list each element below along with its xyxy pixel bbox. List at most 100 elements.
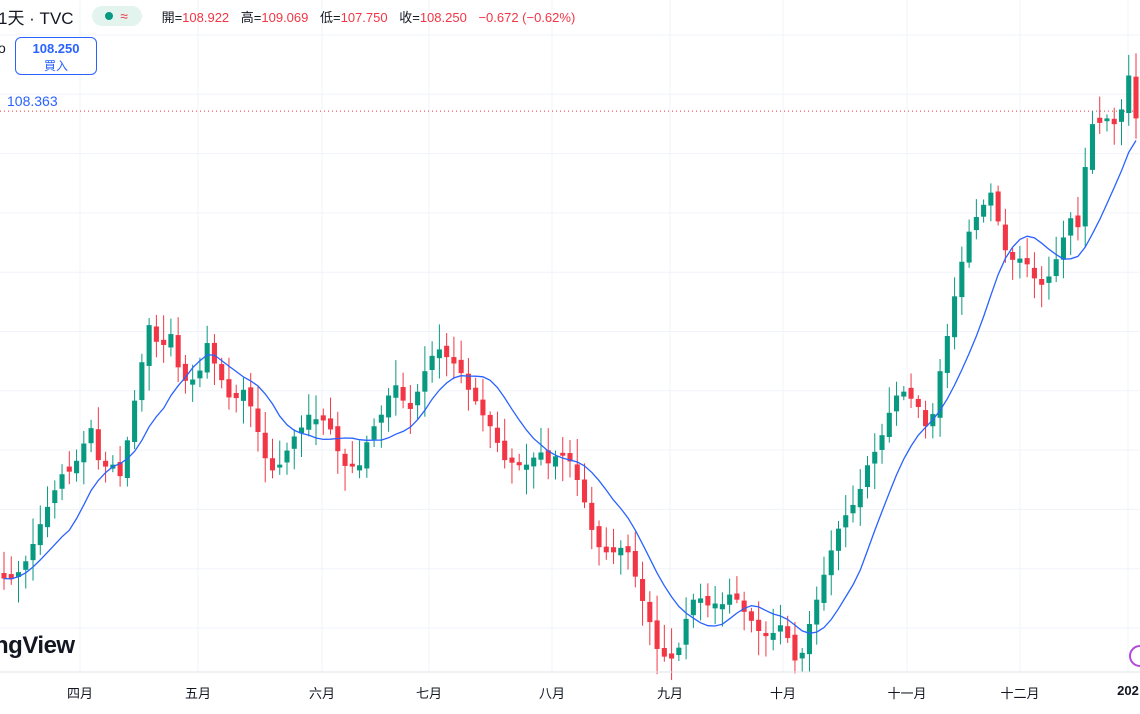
- candle-body: [893, 395, 900, 412]
- candle: [197, 357, 203, 388]
- candle: [618, 540, 624, 575]
- candle: [610, 528, 617, 564]
- candle: [959, 246, 965, 315]
- candle: [1075, 196, 1081, 241]
- candle: [444, 333, 450, 377]
- candle: [182, 354, 188, 394]
- candle-body: [1089, 124, 1096, 170]
- candle-body: [103, 460, 109, 467]
- symbol-title[interactable]: 1天 · TVC: [0, 8, 74, 28]
- candle-body: [480, 399, 486, 416]
- candle: [269, 438, 276, 479]
- wave-icon: ≈: [120, 8, 128, 24]
- x-tick-label: 八月: [538, 686, 566, 701]
- candle: [59, 464, 65, 501]
- candle: [451, 336, 457, 380]
- candle: [596, 520, 602, 566]
- candle-body: [843, 515, 849, 528]
- candle-body: [422, 371, 428, 392]
- candle: [937, 359, 943, 437]
- candle: [132, 390, 138, 450]
- candle-body: [1104, 118, 1110, 122]
- candle-body: [429, 355, 435, 370]
- candle: [240, 377, 247, 424]
- candle: [436, 324, 442, 379]
- candle: [676, 642, 682, 661]
- candle: [378, 405, 384, 448]
- candle-body: [1053, 259, 1059, 277]
- candle: [893, 381, 900, 426]
- candle: [335, 411, 341, 474]
- candle: [799, 647, 805, 672]
- candle-body: [640, 578, 646, 601]
- x-tick-label: 九月: [656, 686, 684, 701]
- candle-body: [944, 336, 950, 373]
- candle-body: [74, 460, 80, 474]
- candle: [255, 385, 261, 452]
- candle-body: [52, 490, 58, 504]
- candle: [1053, 236, 1059, 283]
- candle: [1089, 110, 1096, 174]
- close-label: 收=: [399, 9, 420, 25]
- x-tick-label: 七月: [415, 686, 443, 701]
- candle: [509, 448, 515, 484]
- candle-body: [146, 325, 152, 366]
- candle-body: [966, 231, 972, 263]
- candle-body: [647, 601, 653, 623]
- candle-body: [610, 547, 617, 553]
- candle: [654, 595, 660, 675]
- settings-icon[interactable]: [1129, 645, 1140, 667]
- candle-body: [763, 632, 769, 637]
- candle-body: [37, 524, 43, 546]
- candle: [647, 591, 653, 646]
- candle-body: [596, 526, 602, 548]
- candle: [712, 585, 718, 625]
- candle-body: [741, 600, 747, 612]
- candle-body: [327, 418, 334, 430]
- moving-average-line: [3, 140, 1137, 634]
- candle: [850, 485, 856, 523]
- candle-body: [117, 462, 123, 477]
- candle-body: [153, 326, 159, 342]
- candle: [204, 325, 210, 379]
- candle: [545, 428, 551, 480]
- candle-body: [262, 432, 268, 459]
- buy-label: 買入: [43, 59, 68, 73]
- candle-body: [574, 464, 580, 480]
- candle-body: [88, 428, 94, 444]
- candle: [1126, 54, 1132, 126]
- candle: [1118, 99, 1125, 146]
- candle: [502, 418, 508, 469]
- candle-body: [567, 453, 573, 462]
- candle-body: [785, 626, 791, 639]
- candle-body: [995, 191, 1001, 222]
- candle-body: [734, 593, 740, 600]
- candle: [857, 469, 863, 526]
- candle: [88, 419, 94, 453]
- candle: [835, 520, 842, 571]
- candle-body: [306, 414, 312, 430]
- candle-body: [661, 647, 667, 657]
- candle: [298, 415, 305, 458]
- candle: [161, 315, 167, 363]
- market-status-pill[interactable]: ≈: [91, 6, 142, 26]
- candle: [407, 385, 413, 434]
- candle-body: [850, 504, 856, 514]
- candle-body: [603, 546, 609, 553]
- candle-body: [538, 452, 544, 460]
- candle-body: [981, 204, 987, 217]
- candle: [81, 430, 87, 485]
- candle-body: [436, 349, 442, 359]
- candle: [756, 601, 762, 656]
- buy-button[interactable]: 108.250 買入: [15, 37, 97, 75]
- candle: [995, 185, 1001, 226]
- candle-body: [30, 544, 36, 561]
- tradingview-logo: ngView: [0, 632, 75, 659]
- candle: [698, 583, 704, 621]
- candle-body: [277, 464, 283, 468]
- candle: [683, 597, 689, 660]
- candle-body: [182, 363, 188, 381]
- candle-body: [952, 296, 958, 338]
- candle-body: [915, 398, 921, 408]
